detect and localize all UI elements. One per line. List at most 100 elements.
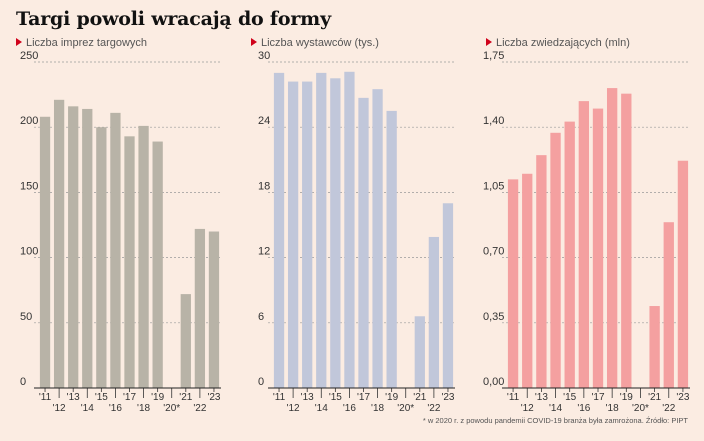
visitors-xtick-label: '23 (676, 392, 689, 403)
events-xtick-label: '11 (39, 392, 52, 403)
visitors-bar (550, 132, 561, 388)
exhibitors-bar (428, 236, 440, 388)
visitors-xtick-label: '15 (563, 392, 576, 403)
visitors-bar (663, 222, 674, 388)
panel-subtitle-visitors-text: Liczba zwiedzających (mln) (496, 37, 630, 49)
exhibitors-ytick-label: 30 (258, 50, 270, 62)
visitors-ytick-label: 0,70 (483, 246, 504, 258)
exhibitors-xtick-label: '18 (371, 403, 384, 414)
exhibitors-xtick-label: '11 (273, 392, 286, 403)
events-bar (138, 125, 149, 388)
exhibitors-bar (414, 316, 425, 388)
events-xtick-label: '14 (81, 403, 94, 414)
visitors-bar (522, 173, 533, 388)
exhibitors-xtick-label: '15 (329, 392, 342, 403)
visitors-xtick-label: '19 (620, 392, 633, 403)
exhibitors-ytick-label: 24 (258, 115, 270, 127)
exhibitors-bar (273, 72, 285, 388)
exhibitors-ytick-label: 12 (258, 246, 270, 258)
events-xtick-label: '17 (123, 392, 136, 403)
visitors-bar (677, 160, 689, 388)
events-xtick-label: '15 (95, 392, 108, 403)
red-triangle-icon (16, 38, 22, 46)
events-bar (96, 127, 107, 388)
visitors-ytick-label: 1,05 (483, 180, 504, 192)
visitors-bar (649, 306, 660, 388)
visitors-bar (621, 93, 632, 388)
events-bar (194, 228, 206, 388)
visitors-bar (578, 101, 590, 389)
events-bar (53, 99, 65, 388)
events-bar (124, 136, 135, 388)
exhibitors-bar (386, 110, 397, 389)
events-bar (208, 231, 220, 388)
exhibitors-xtick-label: '12 (287, 403, 300, 414)
visitors-bar (536, 155, 547, 388)
visitors-xtick-label: '21 (648, 392, 661, 403)
exhibitors-bar (358, 97, 369, 389)
events-ytick-label: 50 (20, 311, 32, 323)
events-bar (68, 106, 79, 388)
visitors-ytick-label: 0,35 (483, 311, 504, 323)
events-xtick-label: '13 (67, 392, 80, 403)
panel-subtitle-exhibitors: Liczba wystawców (tys.) (251, 37, 379, 49)
red-triangle-icon (251, 38, 257, 46)
visitors-xtick-label: '13 (535, 392, 548, 403)
exhibitors-xtick-label: '17 (357, 392, 370, 403)
events-ytick-label: 100 (20, 246, 38, 258)
events-xtick-label: '23 (207, 392, 220, 403)
visitors-bar (507, 179, 519, 388)
events-xtick-label: '12 (53, 403, 66, 414)
events-ytick-label: 250 (20, 50, 38, 62)
red-triangle-icon (486, 38, 492, 46)
panel-subtitle-exhibitors-text: Liczba wystawców (tys.) (261, 37, 379, 49)
exhibitors-bar (287, 81, 299, 388)
events-xtick-label: '22 (193, 403, 206, 414)
exhibitors-bar (344, 71, 355, 388)
events-xtick-label: '21 (179, 392, 192, 403)
visitors-ytick-label: 0,00 (483, 376, 504, 388)
events-ytick-label: 150 (20, 180, 38, 192)
visitors-xtick-label: '14 (549, 403, 562, 414)
panel-subtitle-visitors: Liczba zwiedzających (mln) (486, 37, 630, 49)
events-xtick-label: '20* (163, 403, 180, 414)
exhibitors-ytick-label: 18 (258, 180, 270, 192)
exhibitors-xtick-label: '21 (413, 392, 426, 403)
events-ytick-label: 0 (20, 376, 26, 388)
exhibitors-ytick-label: 0 (258, 376, 264, 388)
exhibitors-bar (330, 78, 341, 389)
exhibitors-xtick-label: '22 (427, 403, 440, 414)
events-bar (39, 116, 51, 388)
events-bar (82, 108, 93, 388)
footnote: * w 2020 r. z powodu pandemii COVID-19 b… (422, 416, 688, 425)
visitors-xtick-label: '16 (577, 403, 590, 414)
events-bar (110, 112, 121, 388)
visitors-xtick-label: '11 (507, 392, 520, 403)
exhibitors-xtick-label: '13 (301, 392, 314, 403)
events-xtick-label: '19 (151, 392, 164, 403)
exhibitors-xtick-label: '14 (315, 403, 328, 414)
exhibitors-bar (316, 72, 327, 388)
panel-subtitle-events: Liczba imprez targowych (16, 37, 147, 49)
visitors-ytick-label: 1,75 (483, 50, 504, 62)
visitors-xtick-label: '18 (606, 403, 619, 414)
events-xtick-label: '18 (137, 403, 150, 414)
exhibitors-bar (372, 89, 383, 389)
exhibitors-bar (302, 81, 313, 388)
visitors-ytick-label: 1,40 (483, 115, 504, 127)
exhibitors-xtick-label: '23 (441, 392, 454, 403)
events-ytick-label: 200 (20, 115, 38, 127)
exhibitors-xtick-label: '16 (343, 403, 356, 414)
events-bar (180, 294, 191, 388)
chart-title: Targi powoli wracają do formy (16, 8, 331, 30)
exhibitors-bar (442, 203, 454, 388)
visitors-bar (592, 108, 604, 389)
events-xtick-label: '16 (109, 403, 122, 414)
visitors-bar (606, 88, 618, 388)
exhibitors-xtick-label: '19 (385, 392, 398, 403)
events-bar (152, 141, 163, 388)
visitors-xtick-label: '20* (632, 403, 649, 414)
panel-subtitle-events-text: Liczba imprez targowych (26, 37, 148, 49)
exhibitors-ytick-label: 6 (258, 311, 264, 323)
